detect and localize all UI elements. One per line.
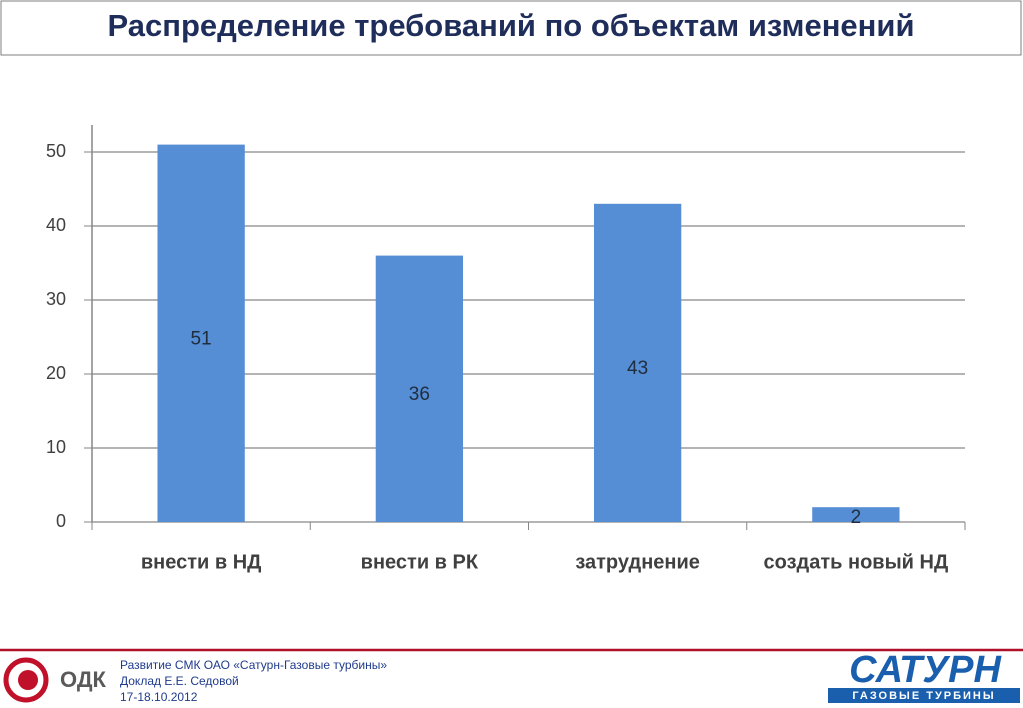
y-tick-label: 20 xyxy=(46,363,66,383)
data-label: 2 xyxy=(851,507,862,528)
y-tick-label: 10 xyxy=(46,437,66,457)
bar xyxy=(157,144,245,522)
footer-line-text: Доклад Е.Е. Седовой xyxy=(120,674,239,688)
y-tick-label: 0 xyxy=(56,511,66,531)
plot: 0 10 20 30 40 50 внести в НД 51 внести в РК 36 зат… xyxy=(46,141,966,573)
logo-ring xyxy=(3,657,49,703)
left-logo: ОДК xyxy=(60,667,106,692)
y-tick-label: 40 xyxy=(46,215,66,235)
x-tick-label: внести в РК xyxy=(361,551,479,573)
chart-title: Распределение требований по объектам изм… xyxy=(107,8,914,43)
right-logo-bar xyxy=(828,688,1020,703)
y-tick-label: 50 xyxy=(46,141,66,161)
x-tick-label: затруднение xyxy=(575,551,700,573)
data-label: 51 xyxy=(191,328,212,349)
right-logo-sub: ГАЗОВЫЕ ТУРБИНЫ xyxy=(852,690,995,702)
data-label: 36 xyxy=(409,384,430,405)
y-tick-label: 30 xyxy=(46,289,66,309)
title-box xyxy=(0,0,1022,56)
footer-line-text: 17-18.10.2012 xyxy=(120,690,198,704)
right-logo: САТУРН xyxy=(849,649,1002,691)
data-label: 43 xyxy=(627,358,648,379)
x-tick-label: внести в НД xyxy=(141,551,262,573)
logo-dot xyxy=(18,670,38,690)
bar xyxy=(593,203,682,523)
footer-line-text: Развитие СМК ОАО «Сатурн-Газовые турбины… xyxy=(120,658,387,672)
bar xyxy=(812,507,900,522)
bar xyxy=(375,255,464,522)
x-tick-label: создать новый НД xyxy=(764,551,949,573)
